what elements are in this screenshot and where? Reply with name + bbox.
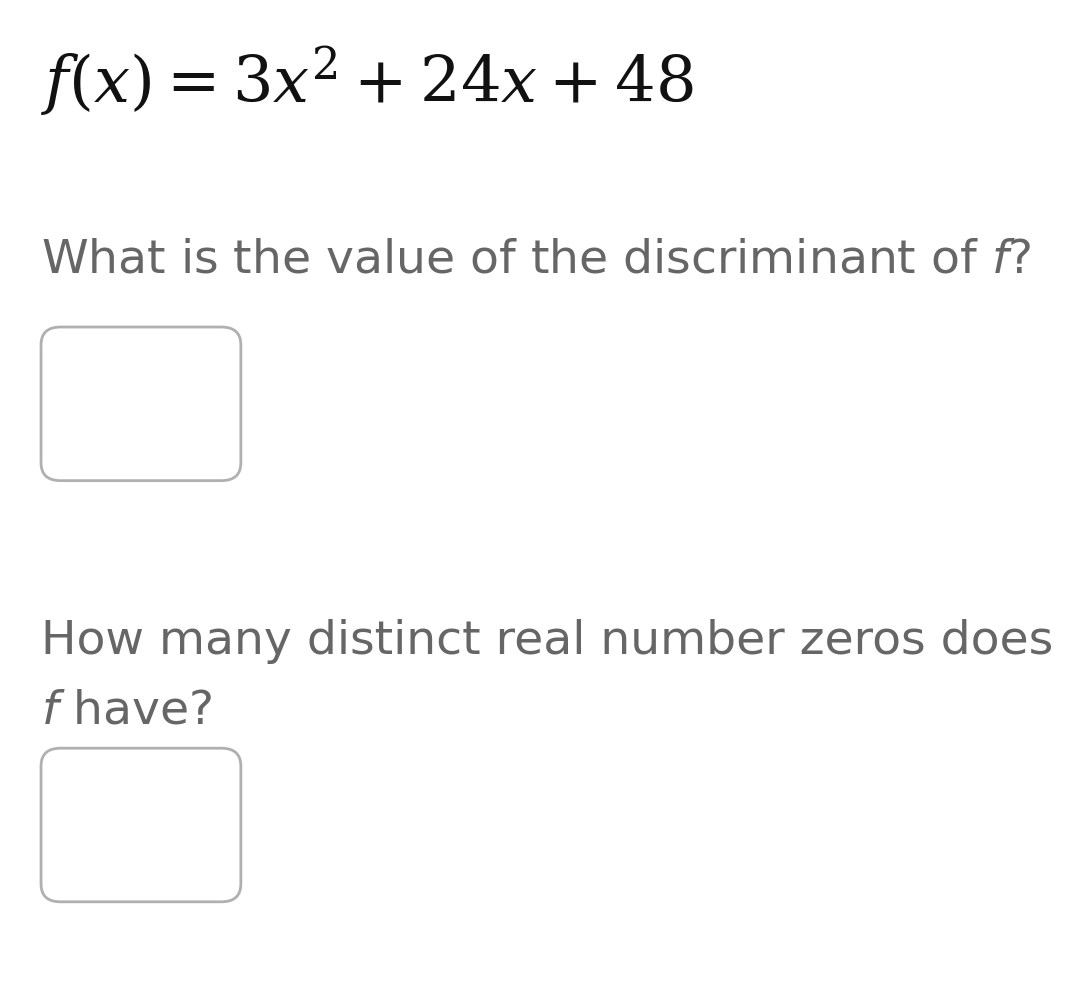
FancyBboxPatch shape [41,327,241,481]
Text: $f(x) = 3x^2 + 24x + 48$: $f(x) = 3x^2 + 24x + 48$ [41,45,693,118]
Text: $f$ have?: $f$ have? [41,689,213,733]
Text: How many distinct real number zeros does: How many distinct real number zeros does [41,619,1053,664]
Text: What is the value of the discriminant of $f$?: What is the value of the discriminant of… [41,238,1031,282]
FancyBboxPatch shape [41,748,241,902]
